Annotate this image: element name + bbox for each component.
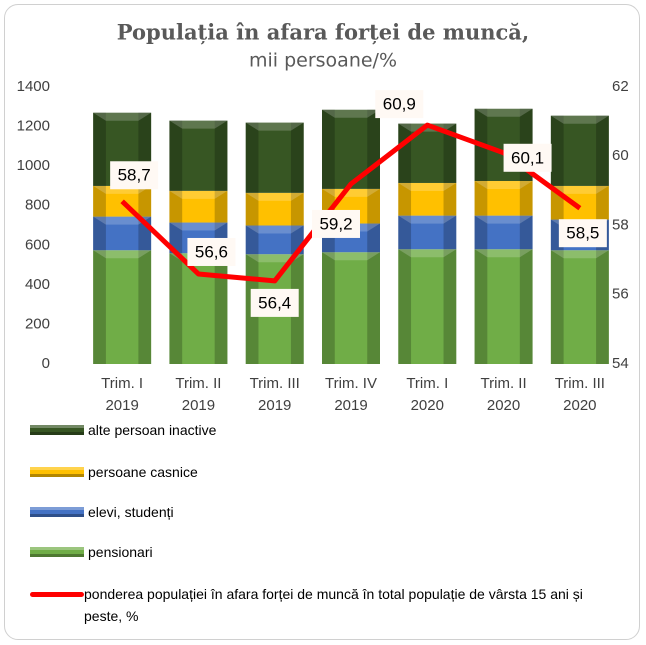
data-label-box: [558, 219, 607, 248]
bar-segment: [474, 249, 533, 364]
legend-swatch: [30, 507, 84, 517]
data-label-box: [503, 143, 552, 172]
y-tick-label: 0: [42, 355, 50, 372]
bar-segment: [169, 120, 228, 191]
x-tick-label: 2020: [563, 397, 596, 414]
legend-swatch: [30, 467, 84, 477]
y-tick-label: 800: [25, 197, 50, 214]
x-tick-label: Trim. II: [175, 375, 221, 392]
y2-tick-label: 58: [612, 216, 629, 233]
bar-segment: [245, 122, 304, 193]
data-label-box: [375, 90, 424, 119]
bar-segment: [398, 182, 457, 216]
data-label: 60,1: [511, 148, 544, 167]
x-tick-label: 2019: [105, 397, 138, 414]
bar-segment: [398, 249, 457, 364]
y-tick-label: 400: [25, 276, 50, 293]
bar-segment: [322, 109, 380, 189]
bar-segment: [474, 180, 533, 216]
legend-swatch: [30, 425, 84, 435]
y-tick-label: 1000: [17, 157, 50, 174]
data-label-box: [312, 209, 360, 238]
y-tick-label: 1400: [17, 78, 50, 95]
x-tick-label: 2019: [334, 397, 367, 414]
legend-label: elevi, studenți: [88, 504, 174, 520]
bar-segment: [398, 215, 457, 250]
y2-tick-label: 60: [612, 147, 629, 164]
legend-swatch: [30, 592, 84, 597]
data-label-box: [110, 161, 159, 190]
bar-segment: [550, 250, 609, 364]
bar-segment: [322, 252, 380, 364]
bar-segment: [245, 225, 304, 255]
y2-tick-label: 54: [612, 355, 629, 372]
chart-title: Populația în afara forței de muncă,: [117, 20, 529, 45]
data-label: 58,7: [118, 166, 151, 185]
x-tick-label: Trim. III: [555, 375, 605, 392]
y-tick-label: 600: [25, 236, 50, 253]
legend-label: ponderea populației în afara forței de m…: [84, 586, 583, 624]
legend-label: persoane casnice: [88, 464, 198, 480]
legend-label: alte persoan inactive: [88, 422, 217, 438]
chart-subtitle: mii persoane/%: [249, 50, 397, 72]
y-tick-label: 200: [25, 315, 50, 332]
y-tick-label: 1200: [17, 118, 50, 135]
x-tick-label: Trim. I: [101, 375, 143, 392]
data-label: 56,4: [258, 293, 291, 312]
data-label-box: [250, 288, 299, 317]
bar-segment: [550, 115, 609, 186]
x-tick-label: Trim. I: [406, 375, 448, 392]
legend-swatch: [30, 547, 84, 557]
data-label: 59,2: [319, 214, 352, 233]
frame: [4, 4, 640, 640]
x-tick-label: 2019: [182, 397, 215, 414]
legend-label: pensionari: [88, 544, 153, 560]
y2-tick-label: 62: [612, 78, 629, 95]
data-label: 60,9: [383, 95, 416, 114]
bar-segment: [169, 190, 228, 223]
x-tick-label: 2019: [258, 397, 291, 414]
bar-segment: [245, 192, 304, 226]
x-tick-label: Trim. II: [481, 375, 527, 392]
data-label-box: [187, 237, 236, 266]
x-tick-label: Trim. III: [250, 375, 300, 392]
data-label: 56,6: [195, 242, 228, 261]
line: [120, 122, 582, 284]
data-label: 58,5: [566, 224, 599, 243]
x-tick-label: 2020: [487, 397, 520, 414]
x-tick-label: 2020: [411, 397, 444, 414]
bar-segment: [474, 215, 533, 250]
bar-segment: [93, 250, 152, 364]
x-tick-label: Trim. IV: [325, 375, 377, 392]
y2-tick-label: 56: [612, 286, 629, 303]
